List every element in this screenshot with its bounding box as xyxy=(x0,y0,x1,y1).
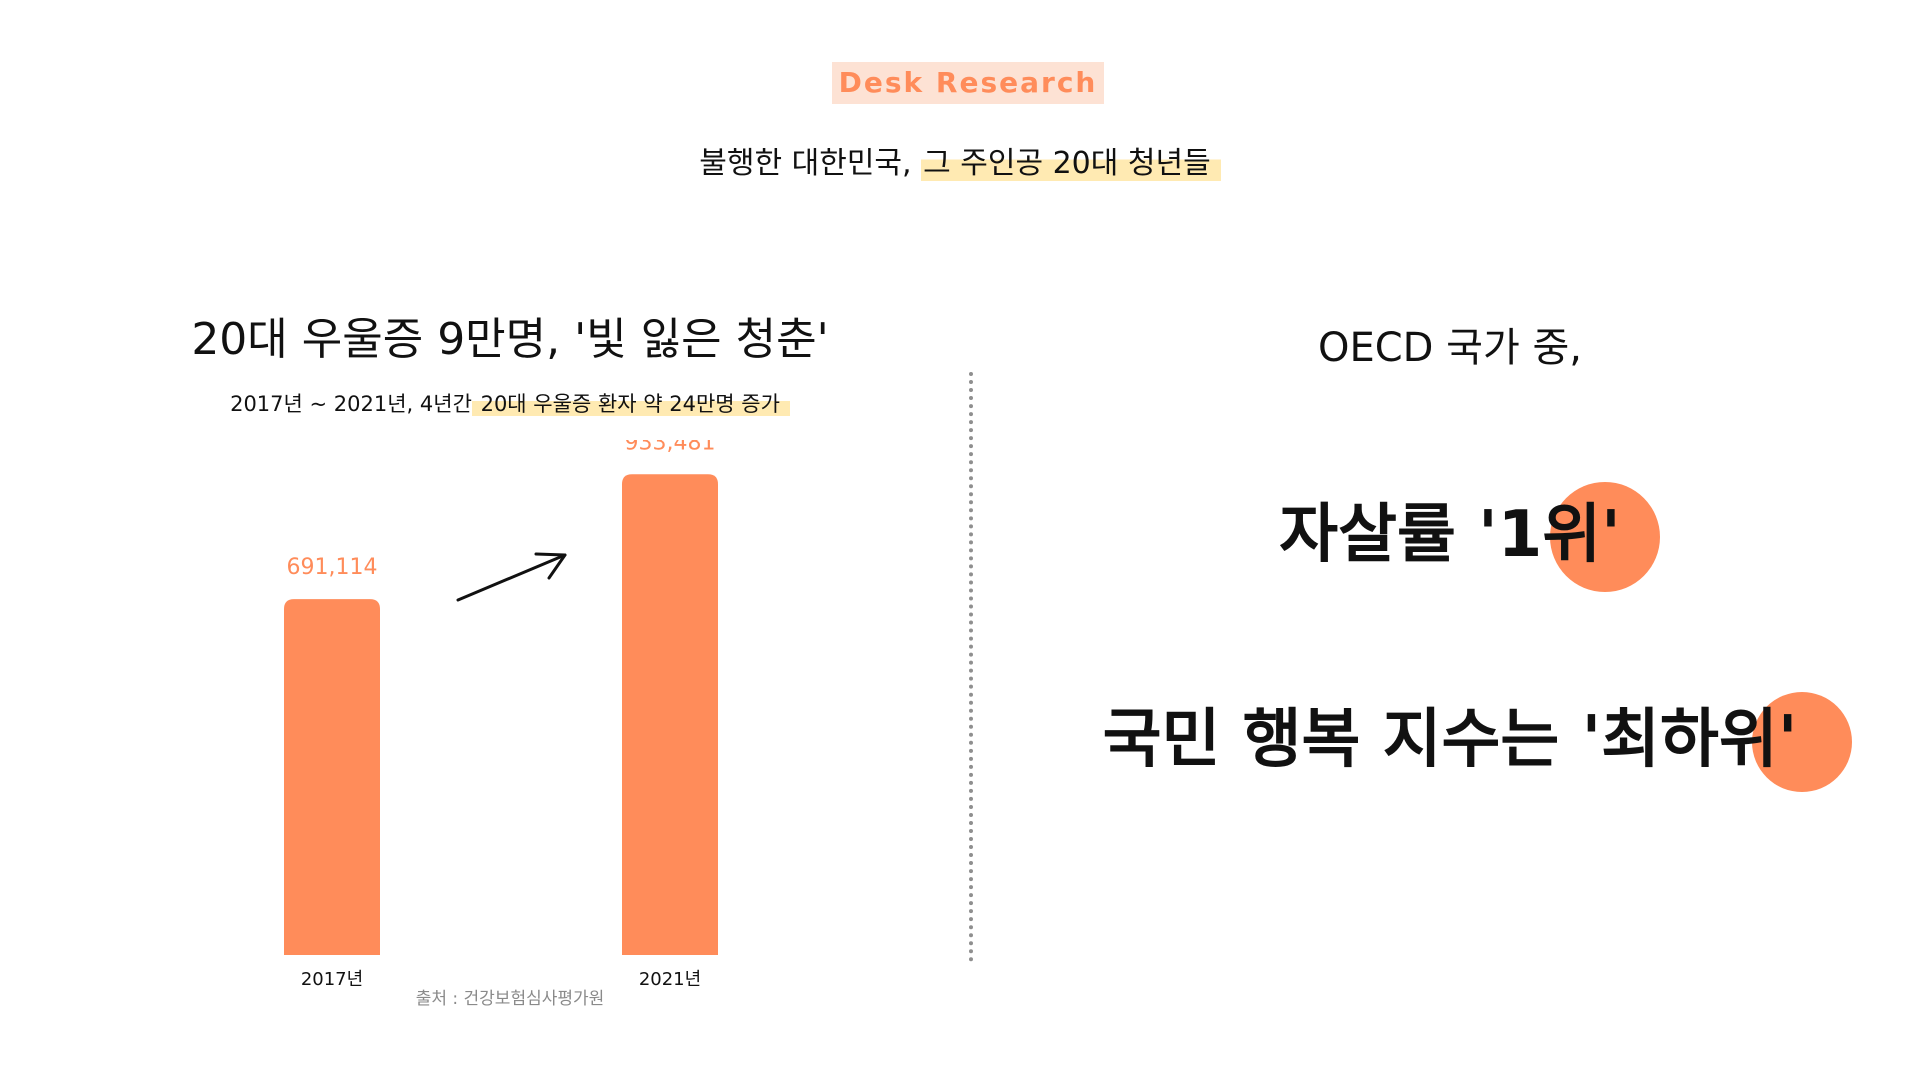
chart-data-labels: 691,114 933,481 xyxy=(287,440,716,580)
subtitle-highlight: 그 주인공 20대 청년들 xyxy=(921,146,1221,181)
data-label-2017년: 691,114 xyxy=(287,555,378,580)
section-tag-highlight xyxy=(832,62,1104,104)
chart-category-labels: 2017년 2021년 xyxy=(301,969,701,990)
oecd-heading: OECD 국가 중, xyxy=(1317,325,1583,371)
subtitle-plain: 불행한 대한민국, xyxy=(699,146,922,181)
chart-title: 20대 우울증 9만명, '빛 잃은 청춘' xyxy=(191,314,829,365)
page-subtitle: 불행한 대한민국, 그 주인공 20대 청년들 xyxy=(0,140,1920,188)
chart-subtitle-plain: 2017년 ~ 2021년, 4년간 xyxy=(230,392,472,416)
depression-bar-chart: 691,114 933,481 2017년 2021년 xyxy=(284,440,718,990)
trend-arrow-icon xyxy=(456,552,567,602)
happiness-index-statement: 국민 행복 지수는 '최하위' xyxy=(1102,703,1798,777)
chart-subtitle: 2017년 ~ 2021년, 4년간 20대 우울증 환자 약 24만명 증가 xyxy=(160,387,860,421)
section-tag: Desk Research xyxy=(832,62,1104,104)
category-label-2021년: 2021년 xyxy=(639,969,701,990)
bar-2017년 xyxy=(284,599,380,955)
data-label-2021년: 933,481 xyxy=(625,440,716,455)
suicide-rate-statement: 자살률 '1위' xyxy=(1279,498,1621,572)
chart-bars xyxy=(284,474,718,955)
section-tag-label: Desk Research xyxy=(838,66,1098,99)
accent-circle-2 xyxy=(1752,692,1852,792)
source-note: 출처 : 건강보험심사평가원 xyxy=(415,989,605,1009)
accent-circle-1 xyxy=(1550,482,1660,592)
category-label-2017년: 2017년 xyxy=(301,969,363,990)
bar-2021년 xyxy=(622,474,718,955)
chart-subtitle-highlight: 20대 우울증 환자 약 24만명 증가 xyxy=(471,392,790,416)
section-divider xyxy=(969,372,973,962)
